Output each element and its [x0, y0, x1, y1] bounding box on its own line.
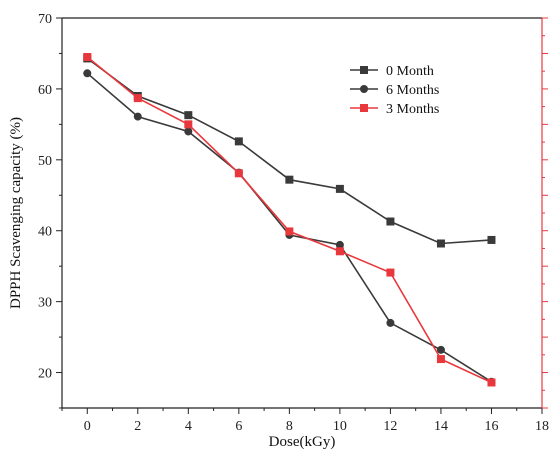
- data-point-0-month: [487, 235, 496, 244]
- data-point-6-months: [133, 112, 142, 121]
- y-axis-title: DPPH Scavenging capacity (%): [8, 117, 24, 309]
- legend-item-0-month: 0 Month: [350, 64, 434, 79]
- legend-label: 0 Month: [386, 64, 434, 79]
- x-tick-label: 4: [185, 419, 192, 434]
- series-layer: [83, 53, 496, 387]
- y-tick-label: 60: [38, 83, 52, 98]
- y-axis-right: [542, 17, 548, 409]
- data-point-0-month: [285, 175, 294, 184]
- legend-marker: [360, 66, 368, 74]
- series-3-months: [83, 53, 496, 387]
- x-tick-label: 10: [333, 419, 347, 434]
- y-tick-label: 70: [38, 12, 52, 27]
- x-axis: 0 2 4 6 8 10 12 14 16 18: [61, 408, 549, 434]
- data-point-0-month: [234, 137, 243, 146]
- plot-frame: [61, 17, 543, 409]
- data-point-6-months: [335, 240, 344, 249]
- x-tick-label: 8: [286, 419, 293, 434]
- legend-item-6-months: 6 Months: [350, 83, 439, 98]
- data-point-0-month: [386, 217, 395, 226]
- x-tick-label: 14: [434, 419, 448, 434]
- data-point-3-months: [386, 268, 395, 277]
- data-point-6-months: [184, 127, 193, 136]
- y-tick-label: 50: [38, 154, 52, 169]
- data-point-3-months: [335, 247, 344, 256]
- legend-label: 6 Months: [386, 83, 439, 98]
- legend-marker: [360, 85, 368, 93]
- data-point-3-months: [133, 94, 142, 103]
- data-point-0-month: [184, 111, 193, 120]
- x-axis-title: Dose(kGy): [269, 434, 336, 450]
- y-tick-label: 20: [38, 367, 52, 382]
- data-point-6-months: [83, 69, 92, 78]
- x-tick-label: 16: [484, 419, 498, 434]
- data-point-3-months: [234, 169, 243, 178]
- y-axis-left: 20 30 40 50 60 70: [38, 12, 62, 409]
- data-point-0-month: [335, 184, 344, 193]
- legend-marker: [360, 104, 368, 112]
- legend-label: 3 Months: [386, 102, 439, 117]
- legend-item-3-months: 3 Months: [350, 102, 439, 117]
- x-tick-label: 6: [235, 419, 242, 434]
- x-tick-label: 18: [535, 419, 549, 434]
- x-tick-label: 2: [134, 419, 141, 434]
- y-tick-label: 30: [38, 296, 52, 311]
- data-point-0-month: [436, 239, 445, 248]
- data-point-3-months: [487, 378, 496, 387]
- data-point-3-months: [285, 227, 294, 236]
- y-tick-label: 40: [38, 225, 52, 240]
- data-point-3-months: [436, 355, 445, 364]
- data-point-6-months: [436, 345, 445, 354]
- data-point-3-months: [184, 120, 193, 129]
- legend: 0 Month 6 Months 3 Months: [350, 64, 439, 117]
- x-tick-label: 0: [84, 419, 91, 434]
- data-point-6-months: [386, 318, 395, 327]
- data-point-3-months: [83, 53, 92, 61]
- x-tick-label: 12: [383, 419, 397, 434]
